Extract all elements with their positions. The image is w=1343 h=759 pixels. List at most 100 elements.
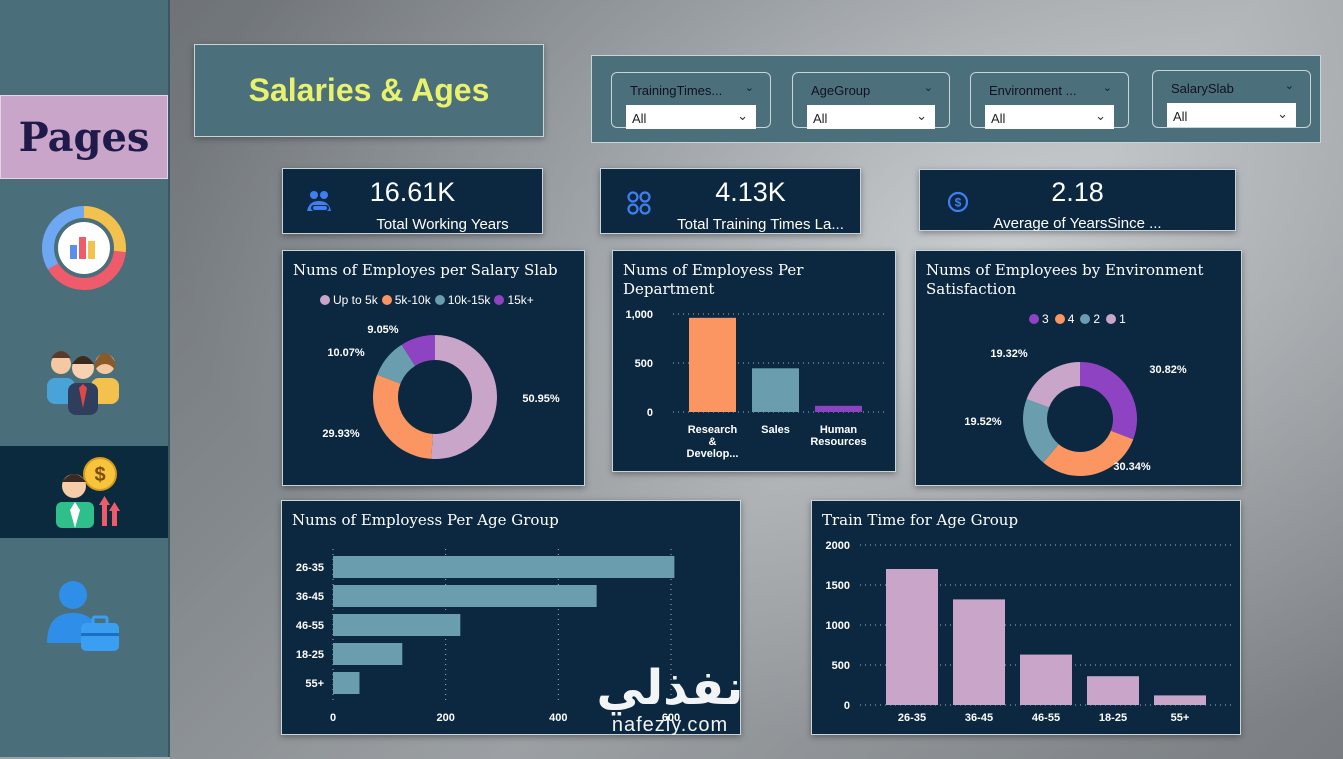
bar [886,569,938,705]
legend-label: Up to 5k [333,293,378,307]
nav-team[interactable] [0,330,168,425]
donut-slice [1026,362,1080,408]
page-title: Salaries & Ages [248,72,490,108]
x-tick-label: 36-45 [965,712,993,724]
legend-item: 15k+ [494,293,534,307]
slicer-label: AgeGroup [811,83,871,98]
slicer-dropdown[interactable]: All ⌄ [626,105,756,129]
x-tick-label: 26-35 [898,712,926,724]
bar [752,368,799,412]
nav-salary[interactable]: $ [0,446,168,538]
pages-title: Pages [18,113,150,161]
legend-item: 3 [1029,312,1049,326]
bar-chart-plot: 0 500 1,000 Research&Develop... Sales HumanRe… [625,309,887,460]
kpi-card-working-years: 16.61K Total Working Years [282,168,543,234]
y-tick-label: 500 [635,358,653,370]
chevron-down-icon[interactable]: ⌄ [916,108,927,123]
legend-item: Up to 5k [320,293,378,307]
y-tick-label: 0 [844,700,850,712]
grid-circles-icon [627,191,651,215]
chart-train-time: Train Time for Age Group 0 500 1000 1500 200… [811,500,1241,735]
kpi-label: Average of YearsSince ... [993,215,1162,232]
legend-item: 4 [1054,312,1075,326]
bar [1087,676,1139,705]
x-tick-label: Human [820,424,858,436]
donut-slice [1023,399,1059,463]
kpi-label: Total Training Times La... [677,216,844,233]
legend-item: 10k-15k [434,293,491,307]
y-tick-label: 0 [647,407,653,419]
slicer-environment[interactable]: Environment ... ⌄ All ⌄ [970,72,1129,129]
kpi-card-years-since: $ 2.18 Average of YearsSince ... [919,169,1236,232]
bar [333,585,597,607]
y-tick-label: 1000 [826,620,850,632]
watermark-arabic: نفذلي [596,660,744,716]
nav-employee[interactable] [0,570,168,665]
chevron-down-icon[interactable]: ⌄ [1102,82,1112,94]
bar [953,599,1005,705]
chevron-down-icon[interactable]: ⌄ [1284,80,1294,92]
y-tick-label: 1,000 [625,309,653,321]
chart-environment: Nums of Employees by Environment Satisfa… [915,250,1242,486]
legend-label: 5k-10k [394,293,431,307]
data-label: 29.93% [322,428,360,440]
slicer-salary-slab[interactable]: SalarySlab ⌄ All ⌄ [1152,70,1311,128]
chevron-down-icon[interactable]: ⌄ [744,82,754,94]
chart-title: Train Time for Age Group [822,511,1019,529]
y-tick-label: 1500 [826,580,850,592]
y-tick-label: 18-25 [296,649,324,661]
chart-legend: 3 4 2 1 [1029,312,1126,326]
data-label: 30.34% [1113,461,1151,473]
data-label: 9.05% [367,324,398,336]
slicer-training-times[interactable]: TrainingTimes... ⌄ All ⌄ [611,72,771,129]
legend-item: 5k-10k [381,293,431,307]
x-tick-label: Research [688,424,738,436]
y-tick-label: 55+ [305,678,324,690]
bar [689,317,736,412]
salary-employee-icon: $ [56,457,120,528]
kpi-card-training-times: 4.13K Total Training Times La... [600,168,861,234]
donut-chart-plot: 30.82% 30.34% 19.52% 19.32% [964,348,1187,476]
chevron-down-icon[interactable]: ⌄ [737,108,748,123]
legend-label: 4 [1067,312,1075,326]
donut-chart-plot: 50.95% 29.93% 10.07%9.05% [322,324,560,459]
slicer-label: TrainingTimes... [630,83,723,98]
bar [815,405,862,412]
legend-label: 10k-15k [447,293,491,307]
kpi-value: 2.18 [1051,177,1104,207]
svg-text:$: $ [955,196,962,210]
watermark-latin: nafezly.com [611,714,729,736]
page-title-box: Salaries & Ages [194,44,544,137]
data-label: 19.32% [990,348,1028,360]
legend-label: 2 [1093,312,1101,326]
chevron-down-icon[interactable]: ⌄ [1277,106,1288,121]
legend-label: 1 [1119,312,1126,326]
slicer-dropdown[interactable]: All ⌄ [1167,103,1296,127]
legend-label: 15k+ [507,293,534,307]
slicer-dropdown[interactable]: All ⌄ [807,105,935,129]
team-people-icon [47,350,119,415]
chevron-down-icon[interactable]: ⌄ [923,82,933,94]
slicer-value: All [991,111,1006,126]
legend-item: 1 [1106,312,1126,326]
x-tick-label: 200 [436,712,454,724]
slicer-age-group[interactable]: AgeGroup ⌄ All ⌄ [792,72,950,129]
chevron-down-icon[interactable]: ⌄ [1095,108,1106,123]
y-tick-label: 500 [832,660,850,672]
y-tick-label: 2000 [826,540,850,552]
svg-text:$: $ [94,464,105,486]
x-tick-label: Develop... [687,448,739,460]
bar [333,643,403,665]
donut-slice [1080,362,1137,440]
x-tick-label: 18-25 [1099,712,1127,724]
x-tick-label: 55+ [1171,712,1190,724]
x-tick-label: 400 [549,712,567,724]
kpi-value: 16.61K [369,177,456,207]
nav-dashboard[interactable] [0,200,168,295]
dashboard-chart-icon [42,205,126,290]
sidebar: Pages $ [0,0,170,757]
slicer-value: All [1173,109,1188,124]
dollar-coin-icon: $ [947,191,969,213]
data-label: 30.82% [1149,364,1187,376]
slicer-dropdown[interactable]: All ⌄ [985,105,1114,129]
